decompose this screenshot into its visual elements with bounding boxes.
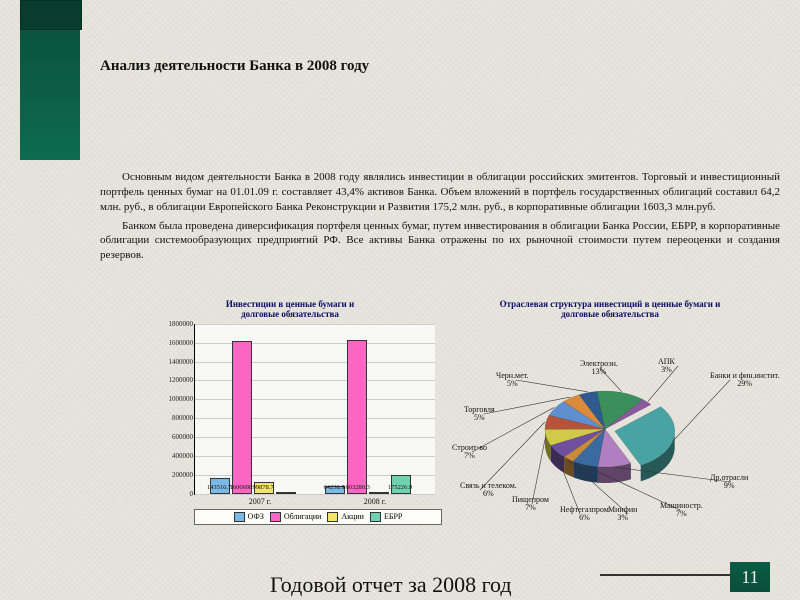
paragraph-1: Основным видом деятельности Банка в 2008… [100,170,780,215]
x-axis-label: 2007 г. [210,497,310,506]
legend-swatch [370,512,381,522]
pie-chart: Отраслевая структура инвестиций в ценные… [450,300,770,514]
body-text: Основным видом деятельности Банка в 2008… [100,170,780,267]
grid-line [195,324,435,325]
legend-swatch [327,512,338,522]
y-tick-label: 800000 [157,414,193,422]
page-number-box: 11 [730,562,770,592]
legend-label: ОФЗ [248,512,264,521]
footer-title: Годовой отчет за 2008 год [270,572,512,598]
page-title: Анализ деятельности Банка в 2008 году [100,58,770,75]
y-tick-label: 400000 [157,452,193,460]
footer-rule [600,574,730,576]
bar [276,492,296,494]
grid-line [195,343,435,344]
paragraph-2: Банком была проведена диверсификация пор… [100,219,780,264]
grid-line [195,456,435,457]
legend-item: ЕБРР [370,512,402,522]
bar-chart-title-2: долговые обязательства [241,309,339,319]
grid-line [195,494,435,495]
y-tick-label: 1200000 [157,376,193,384]
legend-label: Акции [341,512,364,521]
legend-swatch [234,512,245,522]
grid-line [195,399,435,400]
y-tick-label: 1800000 [157,320,193,328]
page-number: 11 [741,567,758,588]
pie-leader-line [480,422,545,490]
pie-chart-title-1: Отраслевая структура инвестиций в ценные… [500,299,721,309]
pie-slice-label: Черн.мет.5% [496,372,529,389]
legend-item: Акции [327,512,364,522]
pie-slice-label: АПК3% [658,358,675,375]
bar [232,341,252,494]
pie-chart-title: Отраслевая структура инвестиций в ценные… [450,300,770,320]
pie-slice-label: Торговля5% [464,406,495,423]
bar [347,340,367,493]
y-tick-label: 0 [157,490,193,498]
pie-slice-label: Пищепром7% [512,496,549,513]
y-tick-label: 200000 [157,471,193,479]
pie-slice-label: Др.отрасли9% [710,474,748,491]
bar-chart-title: Инвестиции в ценные бумаги и долговые об… [160,300,420,320]
bar-chart: Инвестиции в ценные бумаги и долговые об… [160,300,420,525]
legend-swatch [270,512,281,522]
pie-slice-label: Нефтегазпром6% [560,506,609,523]
legend-item: ОФЗ [234,512,264,522]
x-axis-label: 2008 г. [325,497,425,506]
legend-label: Облигации [284,512,322,521]
pie-slice-label: Машиностр.7% [660,502,703,519]
y-tick-label: 1600000 [157,339,193,347]
charts-row: Инвестиции в ценные бумаги и долговые об… [160,300,780,540]
grid-line [195,362,435,363]
pie-chart-title-2: долговые обязательства [561,309,659,319]
pie-leader-line [675,380,730,439]
y-tick-label: 600000 [157,433,193,441]
pie-slice-label: Банки и фин.инстит.29% [710,372,779,389]
pie-slice-label: Связь и телеком.6% [460,482,517,499]
bar [369,492,389,494]
legend-label: ЕБРР [384,512,402,521]
pie-slice-label: Минфин3% [608,506,637,523]
bar-chart-legend: ОФЗ Облигации Акции ЕБРР [194,509,442,525]
bar-plot-area: 0200000400000600000800000100000012000001… [194,324,435,495]
pie-leader-line [532,438,545,504]
grid-line [195,437,435,438]
bar-chart-title-1: Инвестиции в ценные бумаги и [226,299,354,309]
corner-box [20,0,82,30]
legend-item: Облигации [270,512,322,522]
pie-plot-area: Банки и фин.инстит.29%Др.отрасли9%Машино… [450,324,770,514]
y-tick-label: 1400000 [157,358,193,366]
pie-slice-label: Электроэн.13% [580,360,618,377]
y-tick-label: 1000000 [157,395,193,403]
grid-line [195,418,435,419]
page-title-block: Анализ деятельности Банка в 2008 году [100,58,770,75]
pie-slice-label: Строит-во7% [452,444,487,461]
grid-line [195,380,435,381]
